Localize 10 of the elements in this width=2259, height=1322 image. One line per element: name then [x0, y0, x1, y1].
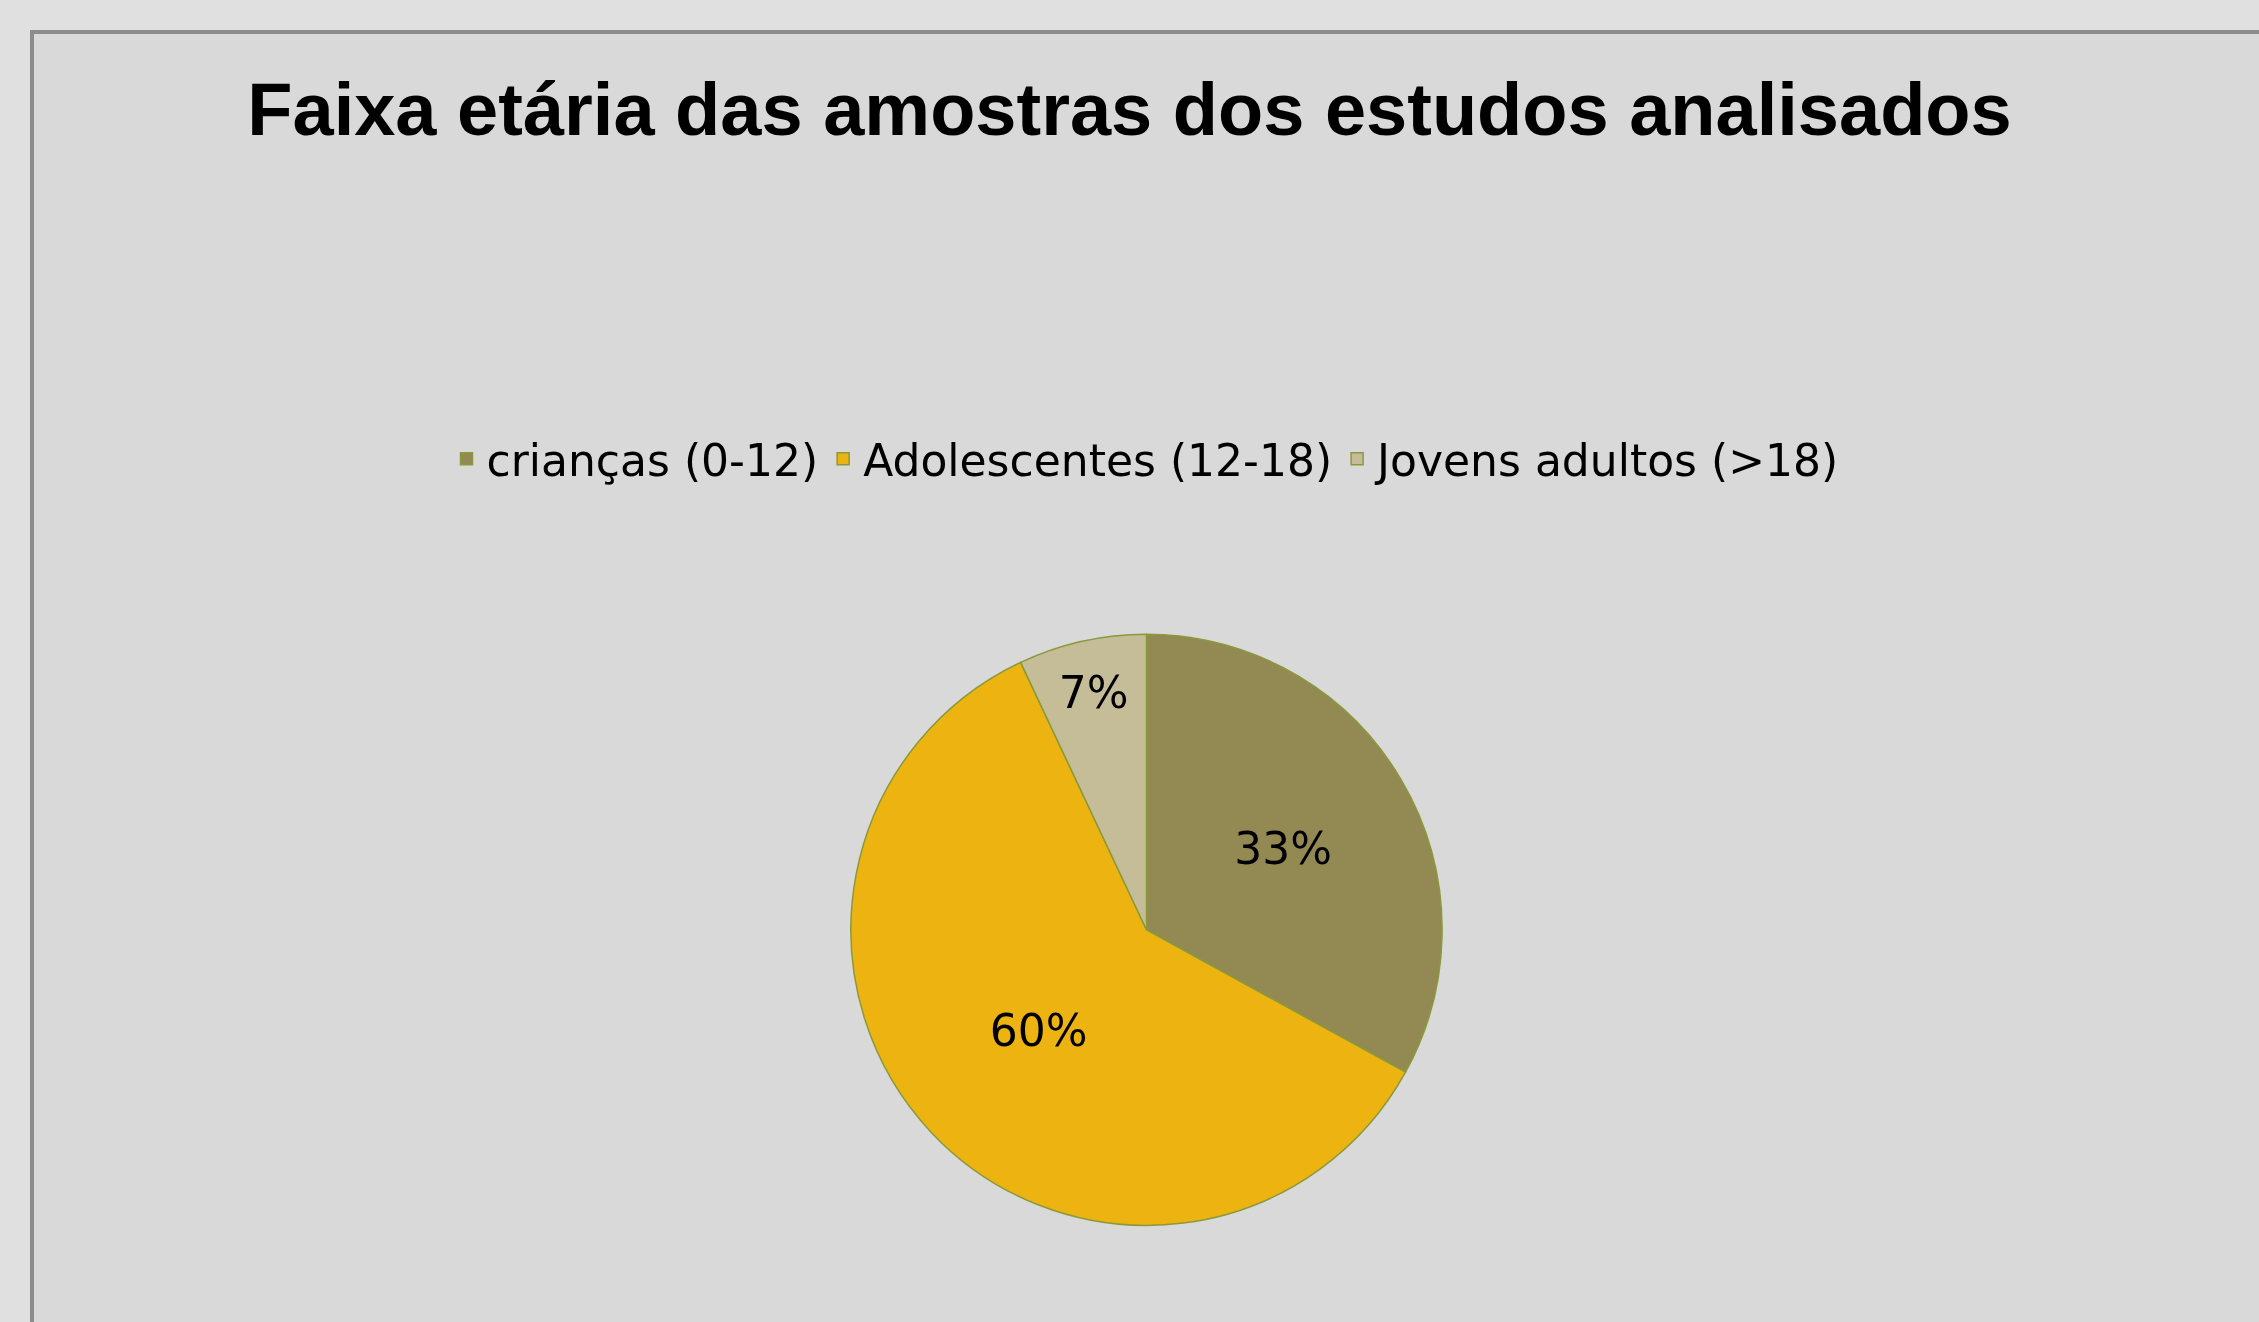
chart-title: Faixa etária das amostras dos estudos analisados	[246, 67, 2013, 153]
pie-slice	[1019, 633, 1148, 931]
legend-label: Adolescentes (12-18)	[863, 434, 1333, 486]
data-label: 7%	[1058, 667, 1129, 719]
legend-label: Jovens adultos (>18)	[1374, 434, 1839, 486]
pie-slice	[850, 661, 1407, 1227]
data-label: 60%	[989, 1005, 1088, 1057]
pie-slice	[1145, 633, 1443, 1073]
legend-label: crianças (0-12)	[486, 434, 819, 486]
data-label: 33%	[1234, 823, 1333, 875]
